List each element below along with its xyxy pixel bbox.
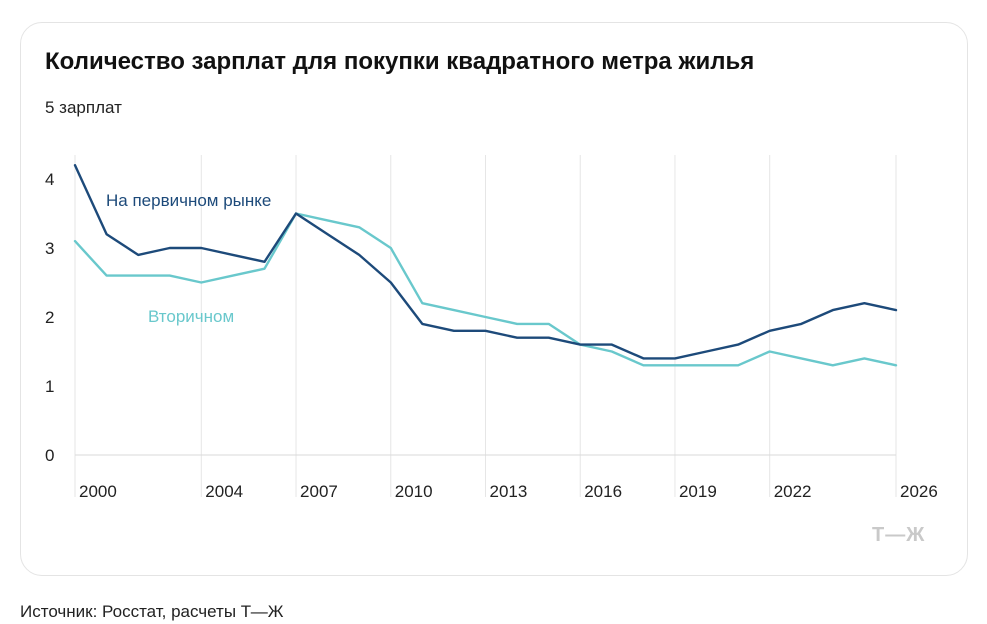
series-line-primary — [73, 163, 898, 360]
tzh-logo: Т—Ж — [872, 524, 926, 546]
chart-card — [20, 22, 968, 576]
x-tick-label-2022: 2022 — [774, 482, 812, 501]
unit-label: 5 зарплат — [45, 98, 122, 117]
source-note: Источник: Росстат, расчеты Т—Ж — [20, 602, 284, 621]
x-tick-label-2016: 2016 — [584, 482, 622, 501]
series-line-secondary — [73, 212, 898, 367]
x-tick-label-2007: 2007 — [300, 482, 338, 501]
y-tick-label-4: 4 — [45, 170, 54, 189]
y-tick-label-0: 0 — [45, 446, 54, 465]
x-tick-label-2013: 2013 — [490, 482, 528, 501]
x-tick-label-2019: 2019 — [679, 482, 717, 501]
chart-title: Количество зарплат для покупки квадратно… — [45, 48, 755, 75]
x-tick-label-2000: 2000 — [79, 482, 117, 501]
x-tick-label-2004: 2004 — [205, 482, 243, 501]
series-label-primary: На первичном рынке — [106, 191, 271, 210]
x-tick-label-2026: 2026 — [900, 482, 938, 501]
y-tick-label-3: 3 — [45, 239, 54, 258]
y-tick-label-1: 1 — [45, 377, 54, 396]
series-label-secondary: Вторичном — [148, 307, 234, 326]
y-tick-label-2: 2 — [45, 308, 54, 327]
x-tick-label-2010: 2010 — [395, 482, 433, 501]
